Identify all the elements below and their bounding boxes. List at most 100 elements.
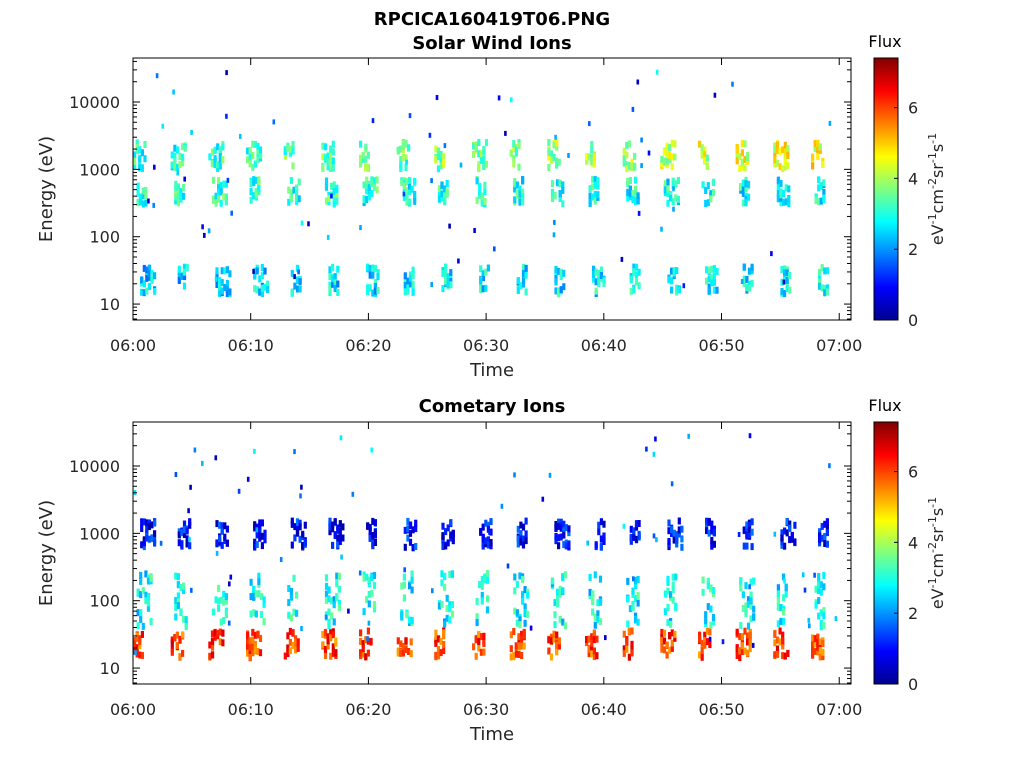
x-tick-label: 06:10 xyxy=(228,700,274,719)
heatmap-cell xyxy=(509,149,513,157)
heatmap-cell xyxy=(602,277,606,285)
heatmap-cell xyxy=(787,185,791,193)
heatmap-cell xyxy=(442,152,446,160)
heatmap-cell xyxy=(323,143,328,151)
heatmap-cell xyxy=(251,163,255,171)
heatmap-cell xyxy=(448,605,452,613)
heatmap-cell xyxy=(477,139,481,147)
heatmap-cell xyxy=(223,533,227,541)
heatmap-cell xyxy=(622,155,626,163)
heatmap-cell xyxy=(547,153,551,161)
heatmap-cell xyxy=(449,531,453,539)
heatmap-cell xyxy=(552,630,556,638)
heatmap-cell xyxy=(289,177,293,184)
heatmap-cell xyxy=(604,635,607,641)
heatmap-cell xyxy=(133,157,137,165)
heatmap-cell xyxy=(630,649,634,657)
heatmap-cell xyxy=(633,152,637,160)
heatmap-cell xyxy=(634,271,639,279)
heatmap-cell xyxy=(783,290,787,297)
heatmap-cell xyxy=(324,590,329,598)
heatmap-cell xyxy=(439,156,443,164)
heatmap-cell xyxy=(745,521,749,529)
heatmap-cell xyxy=(550,195,555,202)
heatmap-cell xyxy=(446,278,450,286)
heatmap-cell xyxy=(671,573,675,581)
heatmap-cell xyxy=(633,162,637,170)
heatmap-cell xyxy=(410,586,414,594)
heatmap-cell xyxy=(520,635,524,643)
heatmap-cell xyxy=(321,165,325,172)
heatmap-cell xyxy=(738,633,742,641)
heatmap-cell xyxy=(152,202,155,208)
heatmap-cell xyxy=(140,518,144,526)
heatmap-cell xyxy=(335,193,339,200)
heatmap-cell xyxy=(666,579,670,586)
heatmap-cell xyxy=(776,620,780,628)
heatmap-cell xyxy=(673,634,677,642)
heatmap-cell xyxy=(215,539,219,547)
heatmap-cell xyxy=(518,616,522,624)
heatmap-cell xyxy=(811,639,815,647)
heatmap-cell xyxy=(739,622,743,630)
heatmap-cell xyxy=(298,535,302,543)
heatmap-cell xyxy=(622,645,626,653)
heatmap-cell xyxy=(172,89,175,95)
heatmap-cell xyxy=(518,572,522,580)
heatmap-cell xyxy=(224,593,228,601)
heatmap-cell xyxy=(214,276,218,282)
heatmap-cell xyxy=(283,652,287,660)
heatmap-cell xyxy=(625,151,629,159)
heatmap-cell xyxy=(331,280,335,288)
heatmap-cell xyxy=(139,591,143,599)
heatmap-cell xyxy=(146,593,151,601)
heatmap-cell xyxy=(218,276,222,284)
heatmap-cell xyxy=(207,228,211,234)
plot-frame xyxy=(132,57,852,321)
heatmap-cell xyxy=(331,525,335,533)
heatmap-cell xyxy=(784,584,788,592)
heatmap-cell xyxy=(712,272,716,280)
heatmap-cell xyxy=(333,532,337,540)
heatmap-cell xyxy=(592,647,596,655)
heatmap-cell xyxy=(368,535,372,542)
heatmap-cell xyxy=(219,618,223,626)
heatmap-cell xyxy=(408,177,412,184)
heatmap-cell xyxy=(224,193,228,201)
heatmap-cell xyxy=(550,577,555,585)
heatmap-cell xyxy=(709,621,713,629)
heatmap-cell xyxy=(324,596,329,604)
heatmap-cell xyxy=(373,279,377,286)
heatmap-cell xyxy=(671,177,675,185)
heatmap-cell xyxy=(712,528,716,536)
heatmap-cell xyxy=(739,584,743,592)
heatmap-cell xyxy=(819,581,823,589)
heatmap-cell xyxy=(521,541,526,549)
heatmap-cell xyxy=(367,590,371,598)
heatmap-cell xyxy=(784,590,788,598)
heatmap-cell xyxy=(442,641,446,648)
heatmap-cell xyxy=(413,197,417,205)
heatmap-cell xyxy=(704,187,708,194)
heatmap-cell xyxy=(785,281,789,289)
heatmap-cell xyxy=(594,541,598,549)
heatmap-cell xyxy=(185,527,189,535)
heatmap-cell xyxy=(153,530,157,538)
heatmap-cell xyxy=(288,638,292,646)
heatmap-cell xyxy=(332,187,336,195)
heatmap-cell xyxy=(823,267,827,275)
heatmap-cell xyxy=(783,148,787,156)
heatmap-cell xyxy=(773,651,777,659)
heatmap-cell xyxy=(518,190,522,198)
heatmap-cell xyxy=(625,141,629,149)
heatmap-cell xyxy=(440,579,444,587)
heatmap-cell xyxy=(588,185,592,193)
heatmap-cell xyxy=(147,535,151,543)
heatmap-cell xyxy=(444,528,448,536)
heatmap-cell xyxy=(591,183,595,191)
heatmap-cell xyxy=(597,280,601,287)
heatmap-cell xyxy=(262,600,266,608)
heatmap-cell xyxy=(441,522,445,530)
heatmap-cell xyxy=(253,272,257,280)
heatmap-cell xyxy=(668,646,672,654)
